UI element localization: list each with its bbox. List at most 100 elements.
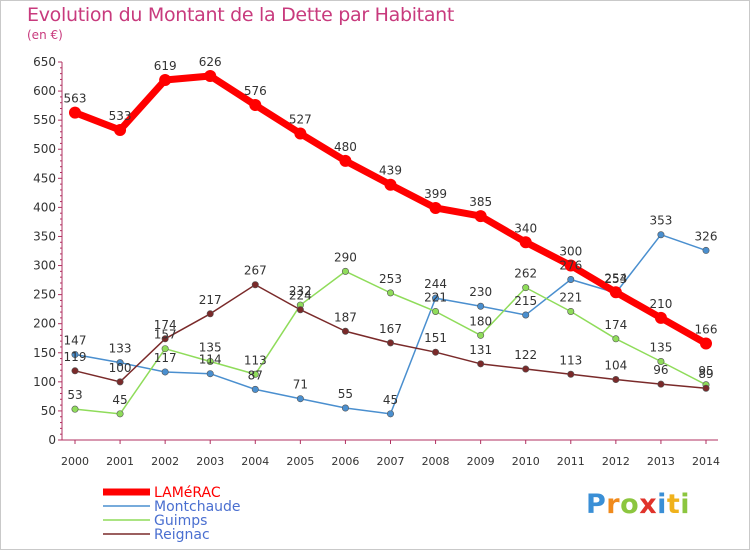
data-label: 576 [244,84,267,98]
data-point [567,275,575,283]
legend-label-lamérac: LAMéRAC [154,485,221,501]
x-tick-label: 2000 [61,455,89,468]
data-label: 114 [199,353,222,367]
data-point [341,404,349,412]
x-tick-label: 2008 [422,455,450,468]
data-label: 527 [289,113,312,127]
data-label: 71 [293,378,308,392]
data-label: 480 [334,140,357,154]
data-point [341,267,349,275]
data-point [71,367,79,375]
data-point [161,335,169,343]
data-label: 267 [244,264,267,278]
y-tick-label: 650 [33,55,56,69]
data-label: 174 [604,318,627,332]
data-point [477,331,485,339]
data-point [612,376,620,384]
data-label: 439 [379,164,402,178]
data-label: 187 [334,310,357,324]
x-tick-label: 2009 [467,455,495,468]
data-label: 135 [199,340,222,354]
logo-letter: x [639,489,658,520]
data-label: 533 [109,109,132,123]
x-tick-label: 2007 [377,455,405,468]
data-point [432,307,440,315]
data-label: 45 [383,393,398,407]
data-label: 563 [64,92,87,106]
data-label: 353 [649,214,672,228]
data-point [386,339,394,347]
data-point [161,345,169,353]
data-point [384,178,397,191]
data-point [296,306,304,314]
logo-letter: r [606,489,621,520]
data-point [249,99,262,112]
data-point [567,370,575,378]
data-point [432,294,440,302]
data-label: 95 [698,364,713,378]
data-point [204,69,217,82]
logo-letter: o [620,489,640,520]
data-point [657,357,665,365]
legend-label-reignac: Reignac [154,527,210,543]
data-point [116,410,124,418]
proxiti-logo: Proxiti [586,489,690,520]
data-label: 290 [334,250,357,264]
data-point [609,286,622,299]
data-label: 300 [559,245,582,259]
data-label: 133 [109,342,132,356]
data-point [206,357,214,365]
data-point [341,327,349,335]
legend-label-montchaude: Montchaude [154,499,241,515]
axes: 0 50 100 150 200 250 300 350 400 450 500 550 600 650 2… [33,55,720,468]
logo-letter: t [666,489,681,520]
data-point [654,311,667,324]
data-label: 100 [109,361,132,375]
y-tick-label: 400 [33,200,56,214]
data-label: 254 [604,271,627,285]
data-point [161,368,169,376]
data-label: 119 [64,350,87,364]
data-point [294,127,307,140]
data-point [206,310,214,318]
data-point [522,311,530,319]
data-label: 117 [154,351,177,365]
x-tick-label: 2003 [196,455,224,468]
data-label: 230 [469,285,492,299]
data-point [71,405,79,413]
data-label: 167 [379,322,402,336]
x-tick-label: 2010 [512,455,540,468]
data-point [474,210,487,223]
data-label: 135 [649,340,672,354]
data-point [700,337,712,350]
data-point [567,307,575,315]
data-label: 326 [695,229,718,243]
data-point [159,74,172,87]
series-line-lamérac [71,72,710,347]
data-point [296,395,304,403]
data-point [519,236,532,249]
x-tick-label: 2006 [331,455,359,468]
data-label: 55 [338,387,353,401]
data-point [612,335,620,343]
data-point [522,365,530,373]
data-label: 221 [559,290,582,304]
x-tick-label: 2005 [286,455,314,468]
y-tick-label: 350 [33,229,56,243]
data-point [477,302,485,310]
y-tick-label: 100 [33,375,56,389]
data-label: 340 [514,221,537,235]
x-tick-label: 2013 [647,455,675,468]
data-label: 113 [244,353,267,367]
data-point [657,380,665,388]
data-label: 276 [559,258,582,272]
x-tick-label: 2012 [602,455,630,468]
data-label: 253 [379,272,402,286]
data-label: 232 [289,284,312,298]
data-label: 53 [67,388,82,402]
y-tick-label: 550 [33,113,56,127]
data-point [116,359,124,367]
